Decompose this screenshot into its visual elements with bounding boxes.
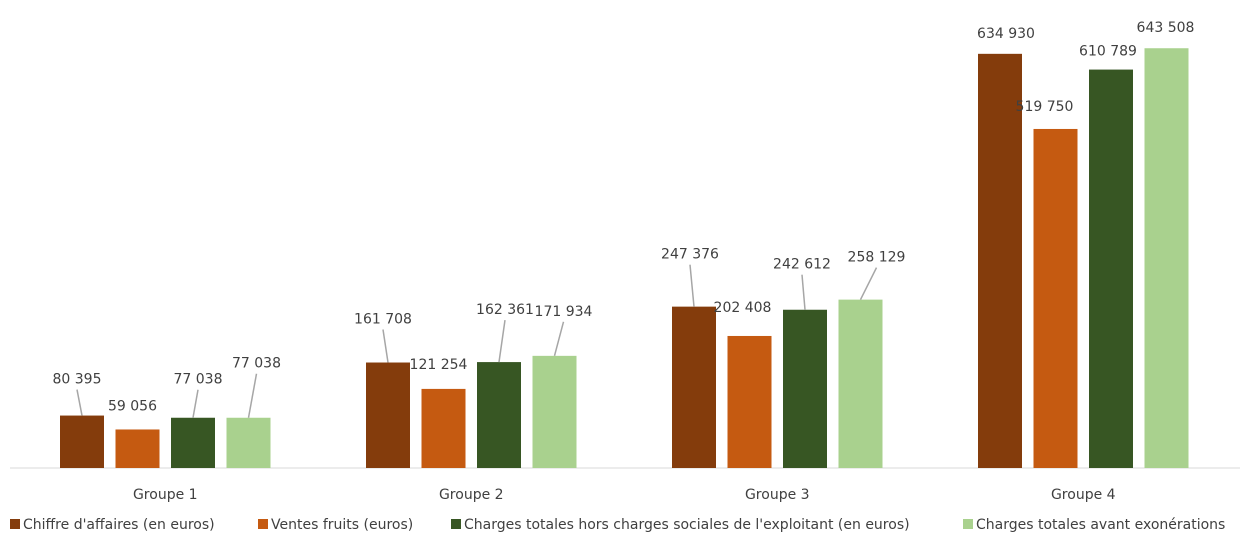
bar-s1-groupe-1: [60, 415, 104, 468]
category-label-groupe-1: Groupe 1: [133, 487, 198, 503]
legend-swatch-s3: [451, 519, 461, 529]
data-label-s4-groupe-1: 77 038: [232, 356, 281, 372]
data-label-s2-groupe-4: 519 750: [1016, 99, 1074, 115]
bar-s2-groupe-1: [115, 429, 160, 468]
bar-s2-groupe-3: [727, 335, 772, 468]
leader-line-s1-groupe-2: [382, 329, 389, 363]
category-label-groupe-2: Groupe 2: [439, 487, 504, 503]
leader-line-s4-groupe-3: [859, 267, 878, 300]
data-label-s3-groupe-1: 77 038: [174, 372, 223, 388]
bar-s2-groupe-4: [1033, 128, 1078, 468]
bar-s4-groupe-2: [532, 355, 577, 468]
data-label-s1-groupe-3: 247 376: [661, 247, 719, 263]
legend-label-s3: Charges totales hors charges sociales de…: [464, 517, 910, 533]
bar-s3-groupe-3: [783, 309, 827, 468]
legend-swatch-s1: [10, 519, 20, 529]
data-label-s3-groupe-3: 242 612: [773, 257, 831, 273]
category-label-groupe-4: Groupe 4: [1051, 487, 1116, 503]
data-label-s4-groupe-3: 258 129: [848, 250, 906, 266]
legend-swatch-s2: [258, 519, 268, 529]
legend-swatch-s4: [963, 519, 973, 529]
bar-s1-groupe-2: [366, 362, 410, 468]
data-label-s4-groupe-4: 643 508: [1137, 20, 1195, 36]
bar-s3-groupe-2: [477, 362, 521, 468]
leader-line-s3-groupe-1: [192, 389, 199, 418]
bars-group: [60, 48, 1189, 469]
legend-label-s2: Ventes fruits (euros): [271, 517, 413, 533]
leader-line-s3-groupe-3: [801, 274, 806, 310]
data-label-s1-groupe-2: 161 708: [354, 312, 412, 328]
bar-s4-groupe-4: [1144, 48, 1189, 469]
leader-lines-group: [76, 264, 878, 418]
category-labels-group: Groupe 1 Groupe 2 Groupe 3 Groupe 4: [133, 487, 1116, 503]
data-label-s1-groupe-1: 80 395: [53, 372, 102, 388]
bar-s4-groupe-1: [226, 417, 271, 468]
bar-s1-groupe-4: [978, 53, 1022, 469]
bar-s2-groupe-2: [421, 388, 466, 468]
data-label-s3-groupe-2: 162 361: [476, 302, 534, 318]
leader-line-s4-groupe-2: [553, 321, 565, 357]
bar-s3-groupe-1: [171, 417, 215, 468]
leader-line-s4-groupe-1: [247, 373, 258, 418]
bar-s3-groupe-4: [1089, 69, 1133, 468]
data-labels-group: 80 395 59 056 77 038 77 038 161 708 121 254 16…: [53, 20, 1195, 414]
data-label-s4-groupe-2: 171 934: [535, 304, 593, 320]
data-label-s2-groupe-1: 59 056: [108, 398, 157, 414]
leader-line-s3-groupe-2: [498, 319, 506, 363]
leader-line-s1-groupe-1: [76, 389, 83, 416]
bar-s4-groupe-3: [838, 299, 883, 468]
data-label-s2-groupe-2: 121 254: [410, 357, 468, 373]
data-label-s3-groupe-4: 610 789: [1079, 44, 1137, 60]
data-label-s1-groupe-4: 634 930: [977, 26, 1035, 42]
legend: Chiffre d'affaires (en euros) Ventes frui…: [10, 517, 1225, 533]
bar-s1-groupe-3: [672, 306, 716, 468]
leader-line-s1-groupe-3: [689, 264, 695, 307]
category-label-groupe-3: Groupe 3: [745, 487, 810, 503]
legend-label-s4: Charges totales avant exonérations: [976, 517, 1225, 533]
legend-label-s1: Chiffre d'affaires (en euros): [23, 517, 215, 533]
data-label-s2-groupe-3: 202 408: [714, 300, 772, 316]
